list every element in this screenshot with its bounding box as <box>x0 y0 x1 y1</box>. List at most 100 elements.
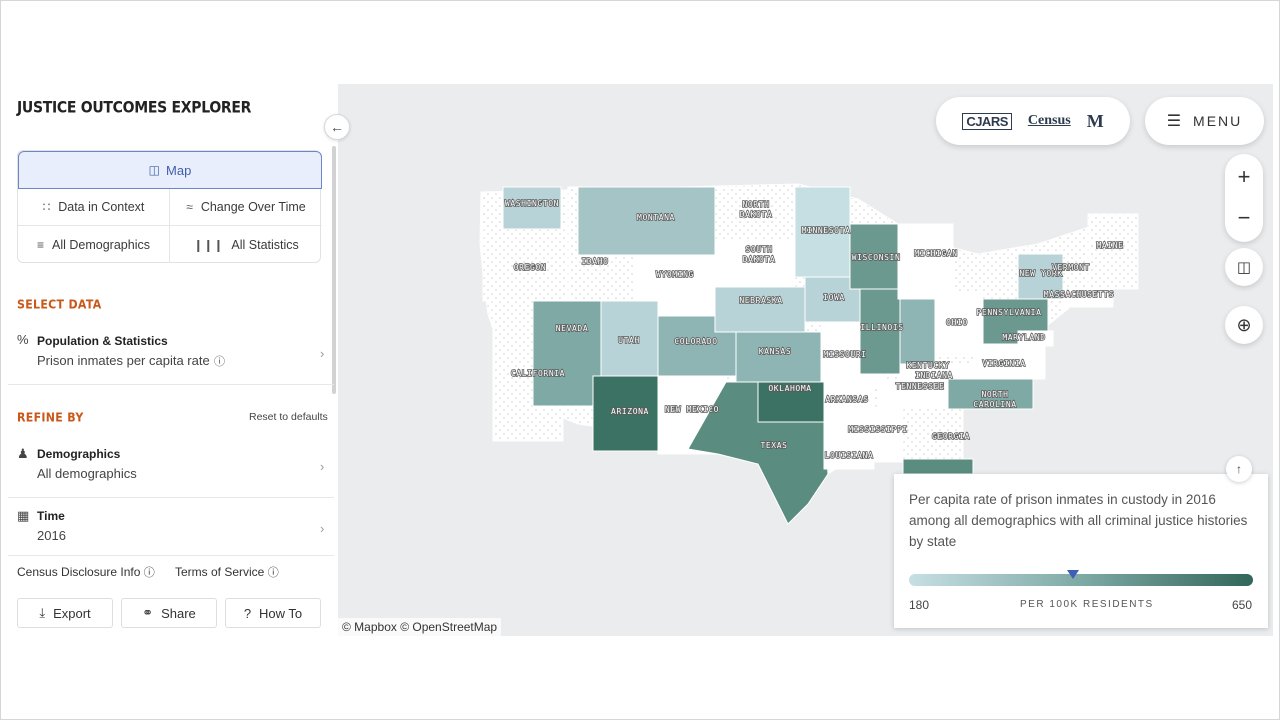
state-label-north-carolina: NORTH CAROLINA <box>973 390 1016 409</box>
legend-max: 650 <box>1232 598 1253 612</box>
umich-logo[interactable]: M <box>1086 110 1104 131</box>
view-all-statistics-button[interactable]: ❙❙❙ All Statistics <box>170 226 322 263</box>
time-value: 2016 <box>37 528 66 543</box>
menu-label: MENU <box>1193 113 1243 129</box>
view-all-demographics-label: All Demographics <box>52 237 150 252</box>
refine-by-heading: REFINE BY <box>17 410 84 425</box>
state-label-wyoming: WYOMING <box>656 270 694 279</box>
partner-logos[interactable]: CJARS Census M <box>936 97 1130 145</box>
state-south-dakota <box>714 238 796 288</box>
collapse-sidebar-button[interactable]: ← <box>324 114 350 140</box>
state-label-pennsylvania: PENNSYLVANIA <box>977 308 1042 317</box>
calendar-icon: ▦ <box>17 508 30 523</box>
export-button[interactable]: ⤓ Export <box>17 598 113 628</box>
zoom-out-button[interactable]: − <box>1225 198 1263 238</box>
state-florida-partial <box>902 458 974 475</box>
menu-button[interactable]: ☰ MENU <box>1145 97 1264 145</box>
state-kansas <box>735 331 822 383</box>
state-label-iowa: IOWA <box>823 293 845 302</box>
state-oregon <box>482 228 569 302</box>
export-label: Export <box>53 605 91 621</box>
state-label-maryland: MARYLAND <box>1002 333 1045 342</box>
census-disclosure-label: Census Disclosure Info <box>17 565 141 579</box>
state-label-louisiana: LOUISIANA <box>825 451 874 460</box>
state-north-dakota <box>714 186 796 240</box>
share-button[interactable]: ⚭ Share <box>121 598 217 628</box>
state-label-washington: WASHINGTON <box>505 199 559 208</box>
time-title: Time <box>37 509 65 523</box>
state-label-indiana: INDIANA <box>915 371 953 380</box>
census-disclosure-link[interactable]: Census Disclosure Info ⓘ <box>17 564 155 580</box>
state-virginia <box>974 343 1046 380</box>
chevron-right-icon: › <box>320 521 325 536</box>
cjars-logo[interactable]: CJARS <box>962 112 1012 130</box>
view-all-statistics-label: All Statistics <box>231 237 299 252</box>
state-vermont <box>1062 248 1089 290</box>
view-all-demographics-button[interactable]: ≡ All Demographics <box>18 226 170 263</box>
download-icon: ⤓ <box>39 605 46 620</box>
scatter-icon: ∷ <box>42 200 51 214</box>
reset-view-button[interactable]: ◫ <box>1225 248 1263 286</box>
hamburger-icon: ☰ <box>1166 113 1182 130</box>
state-label-virginia: VIRGINIA <box>982 359 1025 368</box>
state-maryland <box>1017 330 1054 347</box>
state-label-oklahoma: OKLAHOMA <box>768 384 811 393</box>
view-data-in-context-label: Data in Context <box>58 200 145 214</box>
census-logo[interactable]: Census <box>1027 113 1071 128</box>
time-row[interactable]: ▦ Time 2016 › <box>8 507 330 557</box>
bar-chart-horizontal-icon: ≡ <box>37 237 45 252</box>
demographics-row[interactable]: ♟ Demographics All demographics › <box>8 444 330 494</box>
view-change-over-time-button[interactable]: ≈ Change Over Time <box>170 189 322 226</box>
legend-collapse-button[interactable]: ↑ <box>1226 456 1252 482</box>
view-map-button[interactable]: ◫ Map <box>18 151 322 189</box>
demographics-title: Demographics <box>37 447 121 461</box>
state-label-north-dakota: NORTH DAKOTA <box>740 200 773 219</box>
legend-color-scale <box>909 574 1253 586</box>
state-label-kentucky: KENTUCKY <box>906 361 949 370</box>
legend-marker-icon <box>1067 570 1079 579</box>
state-arizona <box>592 375 659 452</box>
population-statistics-title: Population & Statistics <box>37 334 168 348</box>
plus-icon: + <box>1237 164 1251 189</box>
state-label-arizona: ARIZONA <box>611 407 649 416</box>
state-label-south-dakota: SOUTH DAKOTA <box>743 245 776 264</box>
view-selector: ◫ Map ∷ Data in Context ≈ Change Over Ti… <box>17 150 322 263</box>
state-maine <box>1087 213 1139 290</box>
state-michigan <box>897 223 954 300</box>
map-canvas[interactable]: WASHINGTON OREGON CALIFORNIA IDAHO NEVADA MON… <box>338 84 1273 636</box>
share-label: Share <box>161 605 196 621</box>
view-data-in-context-button[interactable]: ∷ Data in Context <box>18 189 170 226</box>
terms-of-service-link[interactable]: Terms of Service ⓘ <box>175 564 279 580</box>
minus-icon: − <box>1237 205 1251 230</box>
trend-icon: ≈ <box>186 200 193 214</box>
how-to-button[interactable]: ? How To <box>225 598 321 628</box>
info-icon[interactable]: ⓘ <box>214 356 225 368</box>
state-nevada <box>532 300 602 407</box>
state-label-massachusetts: MASSACHUSETTS <box>1044 290 1114 299</box>
state-label-tennessee: TENNESSEE <box>896 382 945 391</box>
zoom-in-button[interactable]: + <box>1225 157 1263 197</box>
state-texas <box>687 381 829 525</box>
state-label-oregon: OREGON <box>514 263 547 272</box>
reset-defaults-link[interactable]: Reset to defaults <box>249 411 328 423</box>
state-label-utah: UTAH <box>618 336 640 345</box>
state-label-minnesota: MINNESOTA <box>802 226 851 235</box>
legend-min: 180 <box>909 598 930 612</box>
view-map-label: Map <box>166 162 192 178</box>
state-label-idaho: IDAHO <box>581 257 608 266</box>
state-label-wisconsin: WISCONSIN <box>852 253 901 262</box>
population-statistics-row[interactable]: % Population & Statistics Prison inmates… <box>8 330 330 380</box>
info-icon: ⓘ <box>267 567 279 579</box>
state-label-colorado: COLORADO <box>674 337 717 346</box>
state-nebraska <box>714 286 806 333</box>
state-georgia <box>902 406 964 468</box>
locate-button[interactable]: ⊕ <box>1225 306 1263 344</box>
arrow-up-icon: ↑ <box>1236 462 1242 476</box>
how-to-label: How To <box>259 605 303 621</box>
sidebar-scrollbar[interactable] <box>332 146 336 394</box>
crosshair-icon: ⊕ <box>1236 314 1252 335</box>
map-attribution[interactable]: © Mapbox © OpenStreetMap <box>338 618 502 636</box>
state-label-texas: TEXAS <box>760 441 787 450</box>
state-label-illinois: ILLINOIS <box>860 323 903 332</box>
share-icon: ⚭ <box>142 605 154 620</box>
